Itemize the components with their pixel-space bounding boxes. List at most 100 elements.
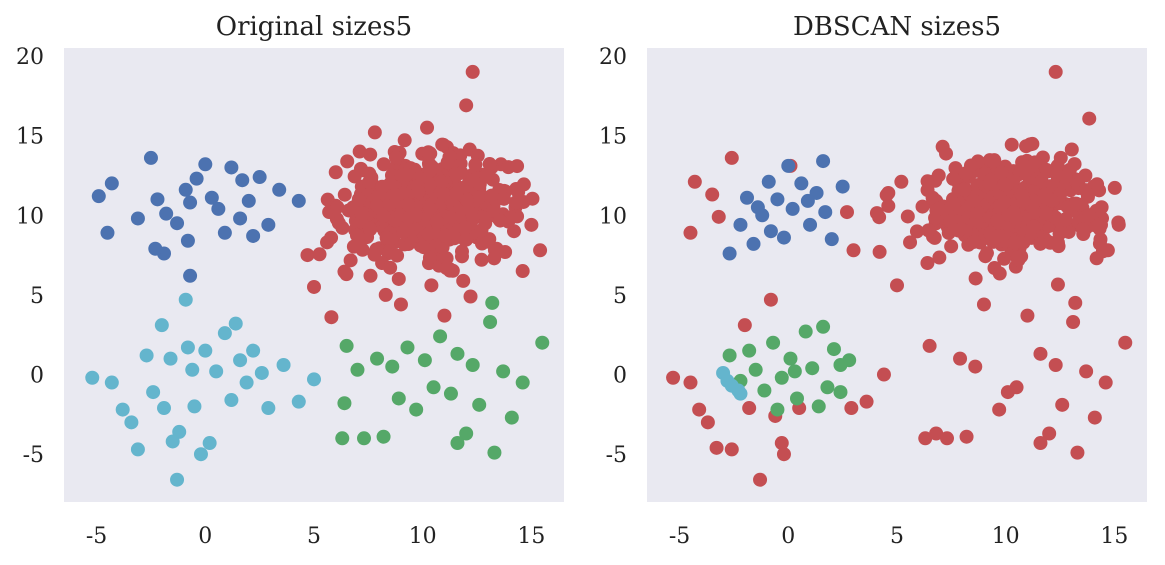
point-green [337, 396, 352, 411]
point-cyan [233, 353, 248, 368]
point-red [1064, 142, 1079, 157]
point-red [1042, 426, 1057, 441]
point-blue [835, 179, 850, 194]
point-blue [770, 192, 785, 207]
point-green [409, 402, 424, 417]
point-red [498, 245, 513, 260]
point-blue [148, 241, 163, 256]
point-green [357, 431, 371, 446]
point-green [757, 383, 772, 398]
point-red [1050, 235, 1065, 250]
point-blue [291, 193, 306, 208]
point-red [709, 440, 724, 455]
point-red [350, 229, 365, 244]
point-red [922, 338, 937, 353]
point-red [1019, 139, 1034, 154]
point-cyan [154, 318, 169, 333]
point-red [456, 273, 471, 288]
point-blue [204, 190, 219, 205]
point-red [742, 401, 757, 416]
point-green [833, 358, 848, 373]
point-red [943, 214, 958, 229]
point-red [1068, 295, 1083, 310]
point-blue [272, 182, 287, 197]
point-green [770, 402, 785, 417]
point-red [1111, 215, 1126, 230]
point-red [1049, 167, 1064, 182]
point-blue [170, 216, 185, 231]
point-red [1075, 222, 1090, 237]
point-green [766, 335, 781, 350]
y-tick-label: 5 [30, 284, 44, 309]
point-red [430, 215, 445, 230]
point-red [391, 271, 406, 286]
point-blue [781, 158, 796, 173]
point-red [879, 188, 894, 203]
point-blue [150, 192, 165, 207]
point-blue [180, 233, 195, 248]
point-red [876, 367, 891, 382]
point-red [944, 239, 959, 254]
point-red [493, 213, 508, 228]
point-red [454, 249, 469, 264]
point-green [496, 364, 511, 379]
point-cyan [276, 358, 291, 373]
point-red [340, 154, 355, 169]
point-blue [211, 201, 226, 216]
point-red [393, 297, 408, 312]
y-tick-label: 20 [599, 45, 627, 70]
point-red [396, 225, 411, 240]
point-green [459, 426, 474, 441]
x-tick-label: 5 [890, 524, 904, 549]
point-red [471, 190, 486, 205]
point-cyan [180, 340, 195, 355]
point-red [383, 260, 398, 275]
point-blue [183, 268, 198, 283]
point-red [920, 183, 935, 198]
point-blue [104, 176, 119, 191]
point-red [465, 173, 480, 188]
x-tick-label: 0 [781, 524, 795, 549]
point-red [1090, 177, 1105, 192]
point-red [515, 264, 530, 279]
point-red [968, 271, 983, 286]
point-red [1055, 397, 1070, 412]
x-tick-label: -5 [669, 524, 690, 549]
point-red [1000, 385, 1015, 400]
point-blue [785, 201, 800, 216]
y-tick-label: -5 [606, 443, 627, 468]
point-red [951, 223, 966, 238]
point-red [525, 191, 540, 206]
plot-original: Original sizes5 -5 0 5 10 15 -5 0 5 10 15 20 [16, 12, 564, 549]
point-cyan [130, 442, 145, 457]
point-blue [178, 182, 193, 197]
point-red [300, 248, 315, 263]
point-green [391, 391, 406, 406]
point-red [459, 98, 474, 113]
point-green [483, 314, 498, 329]
point-blue [761, 174, 776, 189]
point-red [724, 442, 739, 457]
point-red [997, 177, 1012, 192]
point-blue [130, 211, 145, 226]
point-green [826, 342, 841, 357]
point-red [1026, 219, 1041, 234]
point-cyan [115, 402, 130, 417]
point-red [343, 253, 358, 268]
point-cyan [254, 365, 269, 380]
point-cyan [157, 401, 171, 416]
y-tick-label: 15 [16, 125, 44, 150]
point-cyan [165, 434, 180, 449]
point-green [465, 358, 480, 373]
point-red [997, 195, 1012, 210]
point-red [683, 375, 698, 390]
point-red [1066, 314, 1081, 329]
point-red [1107, 180, 1122, 195]
point-green [417, 353, 432, 368]
point-red [351, 192, 366, 207]
point-red [1092, 221, 1107, 236]
point-red [435, 137, 450, 152]
point-blue [722, 246, 737, 261]
axes-background [647, 48, 1147, 502]
point-blue [100, 225, 115, 240]
